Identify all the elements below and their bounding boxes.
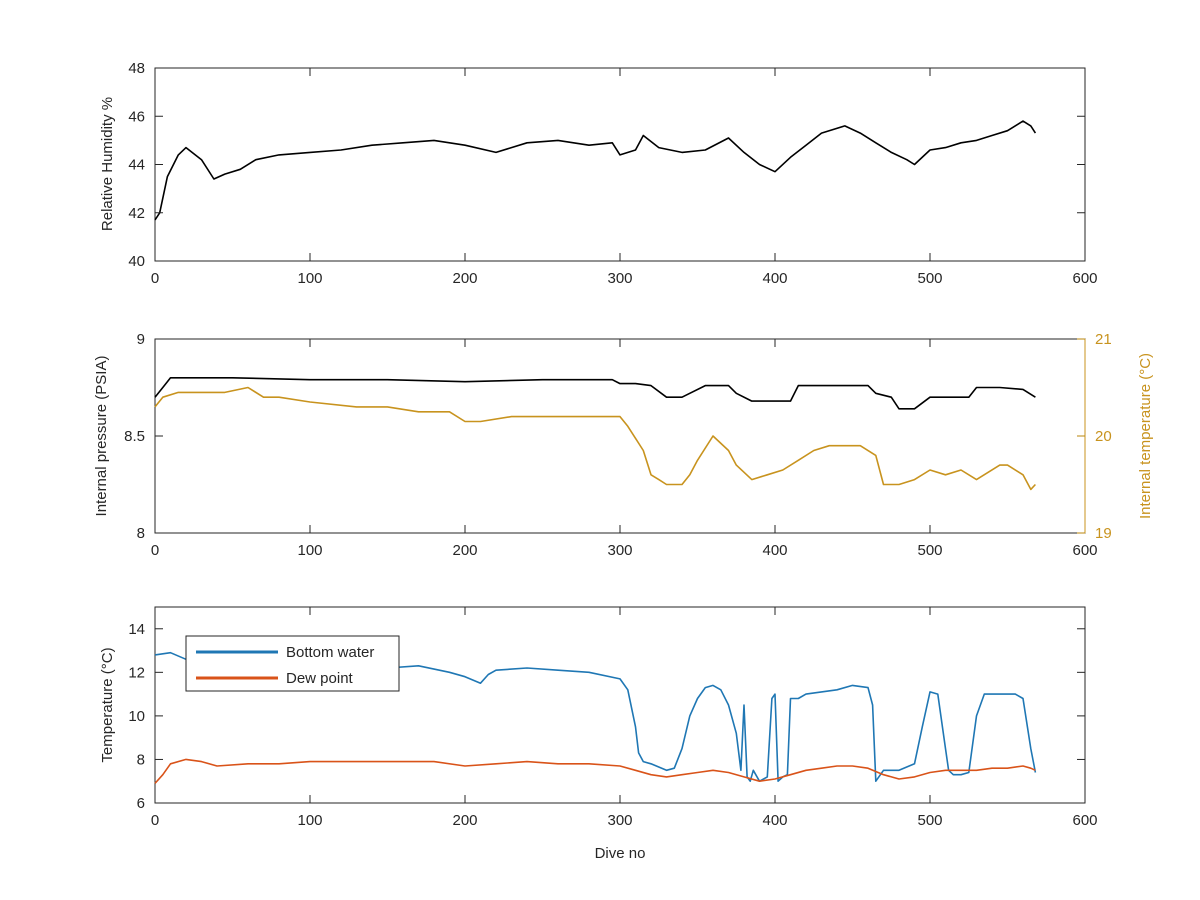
temperature-y-ticks: 6 8 10 12 14 [128,621,1085,812]
temperature-y-axis-label: Temperature (°C) [99,647,116,762]
legend-label-dew-point: Dew point [286,670,354,687]
x-tick-label: 200 [452,542,477,559]
x-tick-label: 500 [917,270,942,287]
x-tick-label: 100 [297,812,322,829]
legend-box [185,635,400,692]
y-tick-label: 9 [137,331,145,348]
primary-line [154,120,1037,221]
temperature-lines [154,651,1037,784]
x-tick-label: 300 [607,270,632,287]
y-tick-label: 40 [128,253,145,270]
internal-temperature-y-ticks: 19 20 21 [1077,331,1112,542]
y-tick-label: 8 [137,525,145,542]
temperature-panel: 0 100 200 300 400 500 600 6 8 10 12 14 Temperature… [99,606,1098,862]
humidity-y-axis-label: Relative Humidity % [99,97,116,231]
bottom-water-line [154,651,1037,783]
x-tick-label: 400 [762,270,787,287]
y-tick-label: 8 [137,751,145,768]
y-tick-label: 8.5 [124,428,145,445]
humidity-panel: 0 100 200 300 400 500 600 40 42 44 46 48 Relative … [99,60,1098,287]
x-tick-label: 500 [917,812,942,829]
pressure-x-ticks: 0 100 200 300 400 500 600 [151,339,1098,559]
x-tick-label: 400 [762,812,787,829]
dive-number-x-axis-label: Dive no [595,845,646,862]
y2-tick-label: 20 [1095,428,1112,445]
x-tick-label: 300 [607,542,632,559]
y-tick-label: 44 [128,157,145,174]
y-tick-label: 12 [128,664,145,681]
x-tick-label: 0 [151,542,159,559]
pressure-y-axis-label: Internal pressure (PSIA) [93,356,110,517]
y-tick-label: 14 [128,621,145,638]
legend-label-bottom-water: Bottom water [286,644,374,661]
humidity-y-ticks: 40 42 44 46 48 [128,60,1085,270]
x-tick-label: 200 [452,812,477,829]
y-tick-label: 10 [128,708,145,725]
pressure-plot-area [154,338,1086,534]
internal-temperature-line [154,386,1036,491]
humidity-plot-area [154,67,1086,262]
x-tick-label: 600 [1072,270,1097,287]
pressure-y-ticks: 88.59 [124,331,163,542]
y2-tick-label: 21 [1095,331,1112,348]
x-tick-label: 400 [762,542,787,559]
y-tick-label: 42 [128,205,145,222]
x-tick-label: 600 [1072,542,1097,559]
humidity-x-ticks: 0 100 200 300 400 500 600 [151,68,1098,287]
internal-temperature-y-axis-label: Internal temperature (°C) [1137,353,1154,519]
x-tick-label: 100 [297,542,322,559]
y-tick-label: 6 [137,795,145,812]
pressure-temperature-lines [154,376,1036,491]
legend: Bottom water Dew point [185,635,400,692]
humidity-lines [154,120,1037,221]
x-tick-label: 0 [151,812,159,829]
x-tick-label: 200 [452,270,477,287]
x-tick-label: 500 [917,542,942,559]
y-tick-label: 48 [128,60,145,77]
dew-point-line [154,758,1036,784]
x-tick-label: 100 [297,270,322,287]
x-tick-label: 600 [1072,812,1097,829]
primary-line [154,376,1036,410]
x-tick-label: 300 [607,812,632,829]
y2-tick-label: 19 [1095,525,1112,542]
x-tick-label: 0 [151,270,159,287]
temperature-x-ticks: 0 100 200 300 400 500 600 [151,607,1098,829]
y-tick-label: 46 [128,108,145,125]
